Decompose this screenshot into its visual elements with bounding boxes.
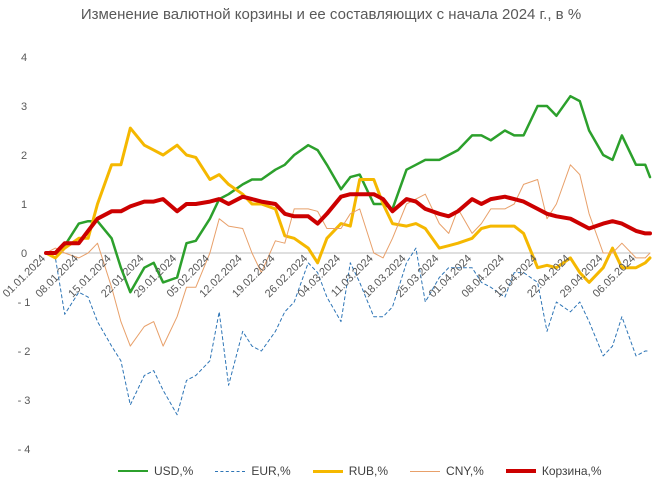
chart-title: Изменение валютной корзины и ее составля… xyxy=(80,6,582,23)
y-tick-label: - 4 xyxy=(18,444,31,456)
legend-swatch xyxy=(312,469,343,473)
legend-label: Корзина,% xyxy=(541,464,602,478)
y-tick-label: 2 xyxy=(21,150,27,162)
series-line-usd xyxy=(44,94,652,294)
legend-swatch xyxy=(118,470,148,472)
y-tick-label: 1 xyxy=(21,199,27,211)
series-line-eur xyxy=(45,247,651,416)
legend-item-cny: CNY,% xyxy=(410,464,484,478)
series-lines xyxy=(44,94,652,416)
legend-item-eur: EUR,% xyxy=(215,464,291,478)
legend-label: EUR,% xyxy=(251,464,291,478)
legend-item-корзина: Корзина,% xyxy=(505,464,602,478)
series-line-cny xyxy=(45,164,651,347)
legend-label: CNY,% xyxy=(446,464,484,478)
y-tick-label: 3 xyxy=(21,101,27,113)
legend-swatch xyxy=(505,469,536,473)
legend-label: USD,% xyxy=(154,464,194,478)
legend-label: RUB,% xyxy=(348,464,389,478)
y-tick-label: - 2 xyxy=(18,346,31,358)
legend-swatch xyxy=(410,470,441,472)
y-tick-label: 0 xyxy=(21,248,27,260)
legend-swatch xyxy=(215,470,246,472)
legend-item-usd: USD,% xyxy=(118,464,193,478)
series-line-rub xyxy=(44,126,652,284)
y-tick-label: - 1 xyxy=(18,297,31,309)
series-line-корзина xyxy=(44,192,652,255)
y-tick-label: - 3 xyxy=(18,395,31,407)
legend-item-rub: RUB,% xyxy=(312,464,389,478)
y-tick-label: 4 xyxy=(21,52,27,64)
legend: USD,% EUR,% RUB,% CNY,% Корзина,% xyxy=(118,463,602,479)
